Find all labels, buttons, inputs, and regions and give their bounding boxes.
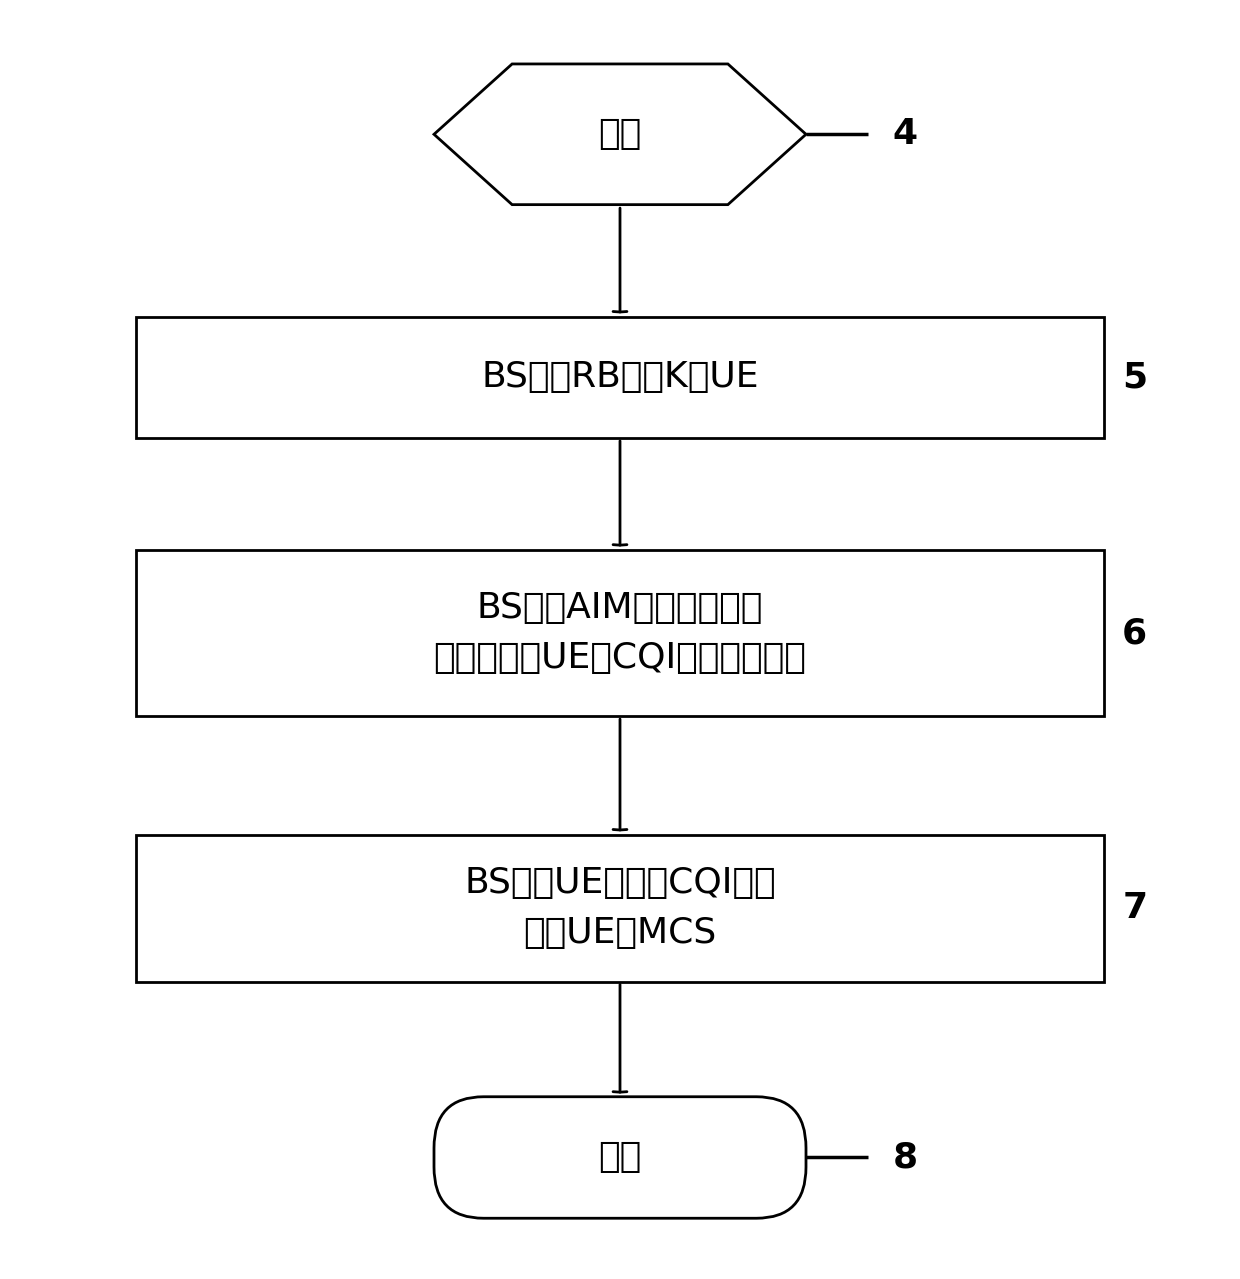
Text: BS估计AIM的近似误差，
并修正每个UE的CQI以包括此误差: BS估计AIM的近似误差， 并修正每个UE的CQI以包括此误差	[434, 591, 806, 675]
Text: 结束: 结束	[599, 1141, 641, 1174]
Text: 5: 5	[1122, 361, 1147, 394]
Text: 开始: 开始	[599, 118, 641, 151]
Text: 7: 7	[1122, 891, 1147, 925]
Text: BS基于UE的修正CQI选择
每个UE的MCS: BS基于UE的修正CQI选择 每个UE的MCS	[464, 866, 776, 950]
Text: BS调度RB上的K个UE: BS调度RB上的K个UE	[481, 361, 759, 394]
Text: 4: 4	[893, 118, 918, 151]
Polygon shape	[434, 64, 806, 205]
FancyBboxPatch shape	[136, 835, 1104, 982]
Text: 6: 6	[1122, 616, 1147, 650]
FancyBboxPatch shape	[136, 317, 1104, 437]
Text: 8: 8	[893, 1141, 918, 1174]
FancyBboxPatch shape	[434, 1096, 806, 1218]
FancyBboxPatch shape	[136, 550, 1104, 716]
